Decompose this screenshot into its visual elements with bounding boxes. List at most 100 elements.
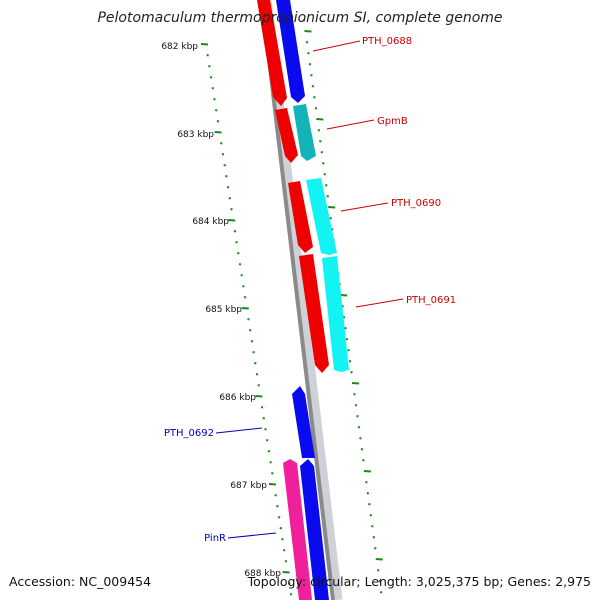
- scale-minor-tick: [209, 76, 213, 79]
- gene-labels: PTH_0688 GpmB PTH_0690 PTH_0691 PTH_0692…: [164, 36, 456, 544]
- scale-major-tick: [241, 307, 249, 310]
- scale-minor-tick: [243, 296, 247, 299]
- scale-minor-tick: [242, 285, 245, 288]
- outer-major-tick: [328, 206, 336, 209]
- scale-minor-tick: [274, 494, 277, 497]
- scale-major-tick: [268, 483, 277, 486]
- outer-minor-tick: [369, 514, 373, 517]
- outer-minor-tick: [371, 525, 374, 528]
- outer-minor-tick: [325, 184, 328, 187]
- outer-minor-tick: [302, 19, 306, 22]
- gene-PTH_0688[interactable]: [276, 0, 305, 103]
- outer-minor-tick: [320, 151, 324, 154]
- outer-minor-tick: [319, 140, 322, 143]
- scale-major-tick: [255, 395, 263, 398]
- outer-major-tick: [375, 558, 383, 561]
- map-title: Pelotomaculum thermopropionicum SI, comp…: [97, 10, 503, 26]
- gene-PTH_0691[interactable]: [322, 256, 349, 372]
- scale-label-683: 683 kbp: [177, 130, 214, 140]
- scale-minor-tick: [257, 384, 260, 387]
- scale-minor-tick: [282, 549, 286, 552]
- outer-major-tick: [351, 382, 360, 385]
- outer-minor-tick: [307, 52, 310, 55]
- outer-minor-tick: [317, 129, 321, 132]
- gene-label-PinR[interactable]: PinR: [204, 533, 226, 544]
- cds-feature[interactable]: [288, 181, 313, 253]
- scale-minor-tick: [220, 142, 223, 145]
- outer-minor-tick: [356, 415, 359, 418]
- leader-line: [326, 119, 375, 130]
- scale-label-684: 684 kbp: [192, 217, 229, 227]
- scale-minor-tick: [225, 175, 228, 178]
- scale-minor-tick: [281, 538, 284, 541]
- gene-PinR[interactable]: [283, 459, 312, 600]
- outer-minor-tick: [359, 437, 362, 440]
- outer-minor-tick: [345, 338, 349, 341]
- outer-major-tick: [304, 30, 312, 33]
- outer-minor-tick: [322, 162, 325, 165]
- gene-feature[interactable]: [300, 459, 329, 600]
- scale-minor-tick: [238, 263, 242, 266]
- scale-minor-tick: [264, 428, 267, 431]
- outer-major-tick: [316, 118, 324, 121]
- scale-minor-tick: [248, 329, 252, 332]
- gene-label-PTH_0688[interactable]: PTH_0688: [362, 36, 412, 47]
- gene-label-GpmB[interactable]: GpmB: [377, 116, 408, 127]
- scale-minor-tick: [240, 274, 243, 277]
- outer-minor-tick: [326, 195, 330, 198]
- scale-minor-tick: [279, 527, 283, 530]
- gene-label-PTH_0692[interactable]: PTH_0692: [164, 428, 214, 439]
- outer-minor-tick: [310, 74, 313, 77]
- scale-label-685: 685 kbp: [205, 305, 242, 315]
- scale-minor-tick: [228, 197, 232, 200]
- outer-minor-tick: [311, 85, 315, 88]
- scale-minor-tick: [213, 98, 216, 101]
- cds-feature[interactable]: [275, 108, 298, 163]
- cds-feature[interactable]: [257, 0, 287, 106]
- outer-minor-tick: [378, 580, 381, 583]
- outer-minor-tick: [314, 107, 318, 110]
- scale-minor-tick: [216, 120, 220, 123]
- cds-feature[interactable]: [299, 254, 329, 373]
- scale-minor-tick: [267, 450, 271, 453]
- scale-minor-tick: [226, 186, 230, 189]
- gene-label-PTH_0691[interactable]: PTH_0691: [406, 295, 456, 306]
- scale-labels: 682 kbp 683 kbp 684 kbp 685 kbp 686 kbp …: [161, 42, 281, 579]
- outer-minor-tick: [354, 404, 358, 407]
- outer-minor-tick: [372, 536, 376, 539]
- gene-PTH_0690[interactable]: [306, 178, 337, 255]
- scale-major-tick: [214, 131, 222, 134]
- scale-minor-tick: [221, 153, 225, 156]
- outer-minor-tick: [347, 349, 350, 352]
- outer-minor-tick: [348, 360, 352, 363]
- outer-minor-tick: [350, 371, 353, 374]
- scale-minor-tick: [252, 351, 255, 354]
- gene-GpmB[interactable]: [293, 104, 316, 161]
- scale-minor-tick: [233, 230, 237, 233]
- leader-line: [215, 427, 263, 434]
- gene-PTH_0692[interactable]: [292, 386, 315, 458]
- cds-ring: [257, 0, 329, 373]
- scale-minor-tick: [276, 505, 279, 508]
- gene-label-PTH_0690[interactable]: PTH_0690: [391, 198, 441, 209]
- outer-minor-tick: [308, 63, 312, 66]
- scale-minor-tick: [262, 417, 266, 420]
- outer-minor-tick: [323, 173, 327, 176]
- outer-minor-tick: [362, 459, 365, 462]
- outer-minor-tick: [313, 96, 316, 99]
- topology-text: Topology: circular; Length: 3,025,375 bp…: [247, 574, 591, 589]
- outer-minor-tick: [379, 591, 383, 594]
- scale-minor-tick: [211, 87, 215, 90]
- scale-label-688: 688 kbp: [244, 569, 281, 579]
- scale-major-tick: [282, 571, 290, 574]
- outer-minor-tick: [353, 393, 356, 396]
- accession-text: Accession: NC_009454: [9, 574, 152, 589]
- outer-minor-tick: [365, 481, 368, 484]
- scale-label-686: 686 kbp: [219, 393, 256, 403]
- leader-line: [312, 40, 361, 52]
- gene-ring: [276, 0, 349, 600]
- scale-minor-tick: [208, 65, 211, 68]
- scale-minor-tick: [265, 439, 269, 442]
- scale-minor-tick: [271, 472, 274, 475]
